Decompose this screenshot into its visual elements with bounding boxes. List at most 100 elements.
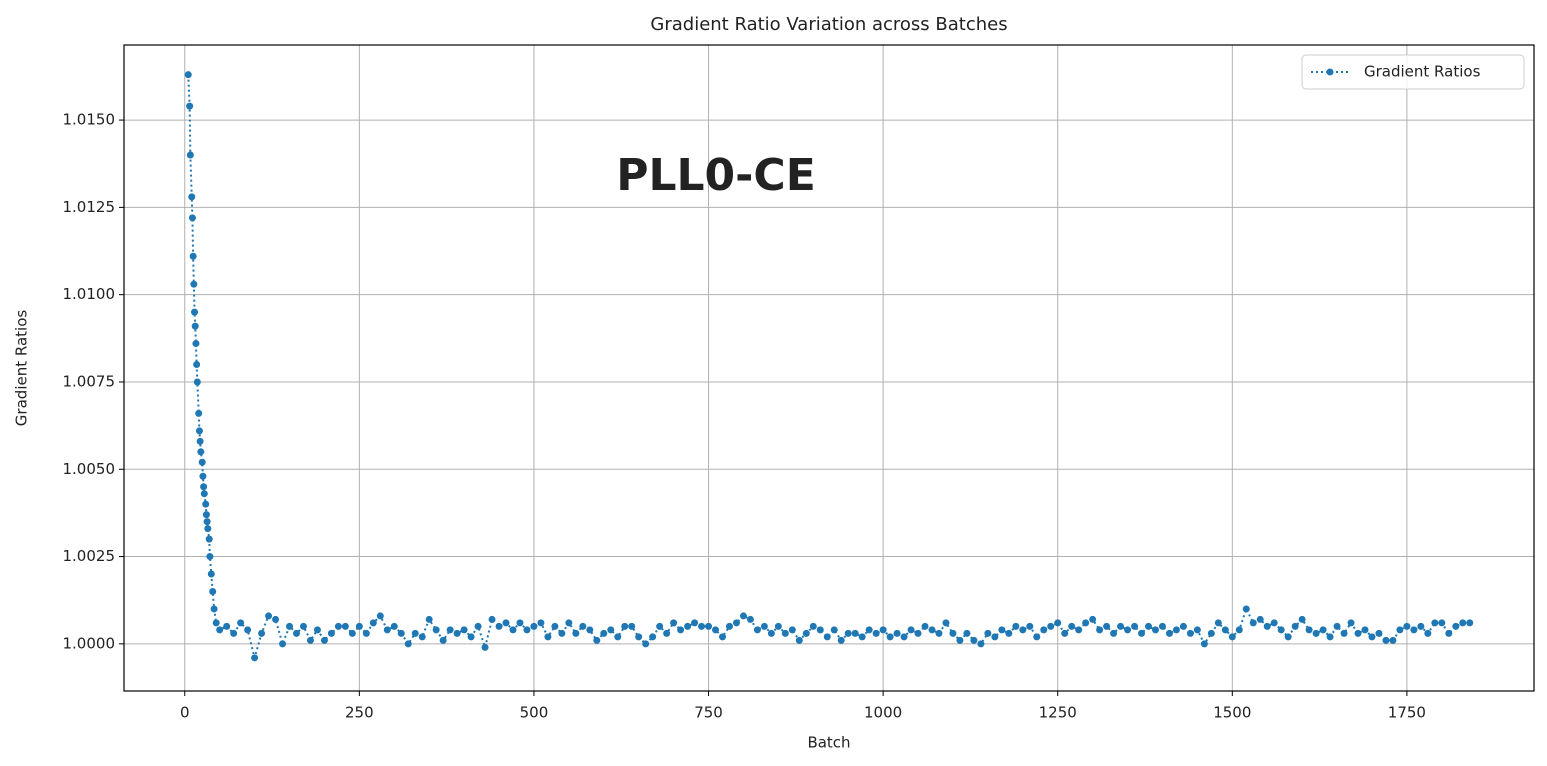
data-point [879,626,887,634]
legend-marker [1326,68,1334,76]
data-point [795,636,803,644]
data-point [202,500,210,508]
data-point [186,102,194,110]
data-point [614,633,622,641]
data-point [453,629,461,637]
data-point [1005,629,1013,637]
data-point [1117,622,1125,630]
data-point [1040,626,1048,634]
data-point [223,622,231,630]
data-point [488,615,496,623]
data-point [712,626,720,634]
data-point [195,427,203,435]
data-point [237,619,245,627]
data-point [425,615,433,623]
data-point [1375,629,1383,637]
data-point [418,633,426,641]
data-point [635,633,643,641]
data-point [1347,619,1355,627]
data-point [198,458,206,466]
data-point [1026,622,1034,630]
data-point [390,622,398,630]
data-point [1207,629,1215,637]
plot-area [184,71,1474,662]
data-point [900,633,908,641]
axes-frame [123,44,1535,692]
data-point [1438,619,1446,627]
data-point [823,633,831,641]
data-point [1410,626,1418,634]
data-point [774,622,782,630]
data-point [1431,619,1439,627]
data-point [446,626,454,634]
y-tick-label: 1.0075 [63,372,116,390]
data-point [197,448,205,456]
data-point [207,570,215,578]
data-point [1033,633,1041,641]
data-point [1403,622,1411,630]
data-point [1047,622,1055,630]
data-point [1138,629,1146,637]
data-point [190,280,198,288]
data-point [204,525,212,533]
data-point [199,472,207,480]
data-point [593,636,601,644]
data-point [355,622,363,630]
x-tick-label: 0 [180,704,190,722]
data-point [188,214,196,222]
data-point [184,71,192,79]
data-point [203,518,211,526]
data-point [865,626,873,634]
data-point [306,636,314,644]
data-point [705,622,713,630]
data-point [1221,626,1229,634]
data-point [313,626,321,634]
data-point [984,629,992,637]
data-point [1089,615,1097,623]
data-point [600,629,608,637]
y-tick-label: 1.0100 [63,285,116,303]
data-point [202,511,210,519]
data-point [383,626,391,634]
data-point [192,340,200,348]
data-point [893,629,901,637]
data-point [210,605,218,613]
data-point [816,626,824,634]
data-point [1291,622,1299,630]
data-point [334,622,342,630]
data-point [272,615,280,623]
data-point [1096,626,1104,634]
data-point [872,629,880,637]
data-point [1340,629,1348,637]
data-point [258,629,266,637]
data-point [230,629,238,637]
series-line [187,74,1470,662]
data-point [942,619,950,627]
data-point [292,629,300,637]
data-point [998,626,1006,634]
data-point [530,622,538,630]
data-point [907,626,915,634]
data-point [509,626,517,634]
data-point [411,629,419,637]
data-point [495,622,503,630]
data-point [251,654,259,662]
data-point [1082,619,1090,627]
data-point [725,622,733,630]
data-point [1012,622,1020,630]
data-point [1284,633,1292,641]
data-point [200,483,208,491]
data-point [1298,615,1306,623]
data-point [320,636,328,644]
data-point [516,619,524,627]
x-tick-label: 250 [345,704,374,722]
data-point [186,151,194,159]
data-point [977,640,985,648]
data-point [327,629,335,637]
y-tick-label: 1.0125 [63,198,116,216]
data-point [991,633,999,641]
data-point [1235,626,1243,634]
data-point [244,626,252,634]
data-point [1326,633,1334,641]
